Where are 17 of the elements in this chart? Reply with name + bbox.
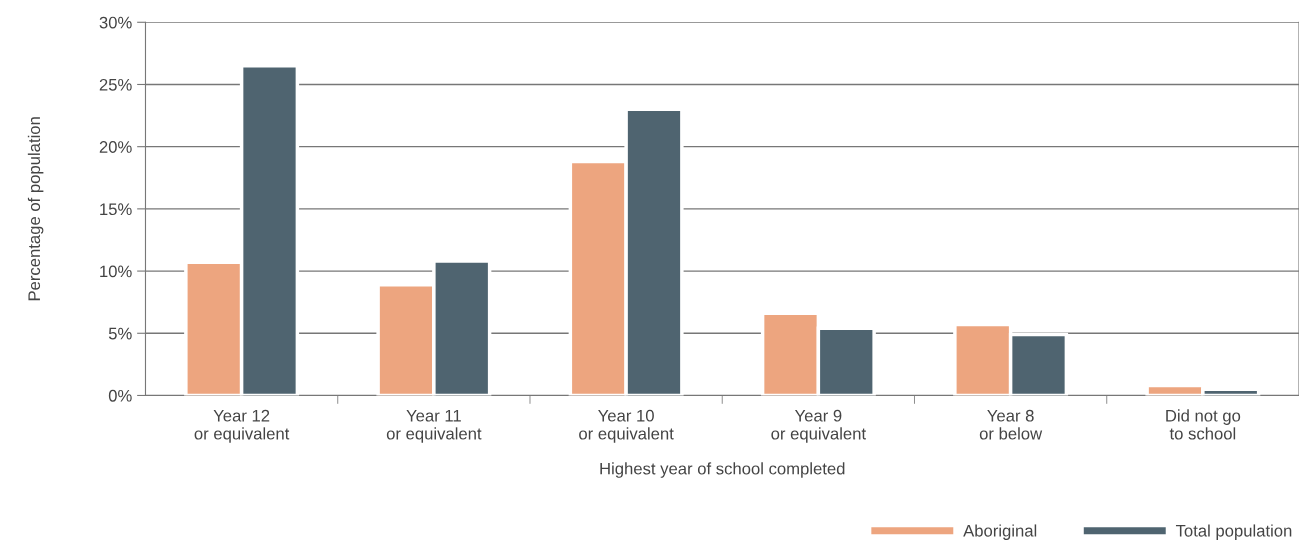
y-tick-label: 20% [99,141,132,153]
y-axis-title: Percentage of population [27,117,44,301]
y-tick-label: 25% [99,78,132,91]
x-tick-label: Year 9 or equivalent [771,409,866,443]
y-tick-label: 0% [108,389,132,402]
y-tick-label: 5% [108,327,132,340]
legend-label: Aboriginal [963,524,1037,540]
x-tick-label: Year 11 or equivalent [386,409,482,443]
x-tick-label: Year 10 or equivalent [579,409,674,443]
y-tick-label: 10% [100,265,132,278]
y-tick-label: 15% [100,203,132,216]
x-tick-label: Year 8 or below [979,409,1043,440]
legend-label: Total population [1175,524,1292,540]
x-axis-title: Highest year of school completed [600,462,845,478]
y-tick-label: 30% [99,16,132,29]
x-tick-label: Did not go to school [1166,409,1241,440]
x-tick-label: Year 12 or equivalent [194,409,290,443]
